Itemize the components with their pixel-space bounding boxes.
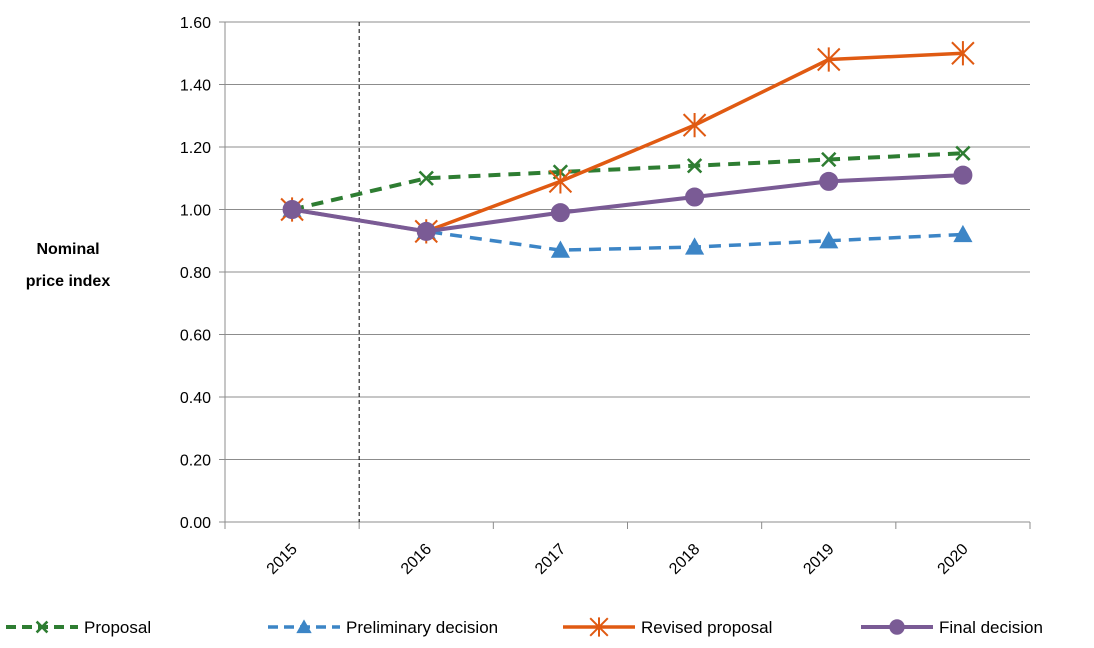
y-tick-label: 0.40 [180,390,211,407]
legend-label: Revised proposal [641,618,772,637]
data-point-star [817,47,841,72]
series-line [291,173,964,234]
series-proposal [284,145,971,218]
legend-item: Proposal [6,618,151,637]
data-point-circle [416,221,436,241]
data-point-star [548,169,573,194]
x-tick-label: 2016 [398,541,435,578]
legend-item: Revised proposal [563,617,772,637]
legend-label: Preliminary decision [346,618,498,637]
y-tick-label: 0.60 [180,328,211,345]
legend-label: Final decision [939,618,1043,637]
data-point-x [821,151,837,168]
y-tick-label: 0.00 [180,515,211,532]
series-line [291,151,964,212]
series-layer [280,41,975,258]
y-tick-label: 0.20 [180,453,211,470]
y-tick-label: 0.80 [180,265,211,282]
data-point-triangle [684,237,705,255]
legend-item: Preliminary decision [268,618,498,637]
axes [219,21,1031,529]
y-tick-label: 1.20 [180,140,211,157]
x-tick-labels: 2015 2016 2017 2018 2019 2020 [264,541,972,578]
data-point-triangle [953,224,973,243]
series-line [291,207,963,252]
y-tick-label: 1.00 [180,203,211,220]
x-tick-label: 2018 [666,541,703,578]
series-preliminary-decision [282,199,973,258]
data-point-star [682,113,707,138]
legend-item: Final decision [861,618,1043,637]
y-tick-labels: 0.00 0.20 0.40 0.60 0.80 1.00 1.20 1.40 1.60 [180,15,211,532]
y-tick-label: 1.40 [180,78,211,95]
legend-marker [296,619,312,634]
data-point-circle [550,203,570,223]
legend-label: Proposal [84,618,151,637]
data-point-x [418,170,434,186]
legend-marker [589,617,609,637]
series-final-decision [282,165,973,241]
x-tick-label: 2020 [935,541,972,578]
data-point-triangle [819,231,839,249]
series-revised-proposal [280,41,975,244]
data-point-x [955,145,971,161]
y-tick-label: 1.60 [180,15,211,32]
x-tick-label: 2015 [264,541,301,578]
data-point-x [686,158,703,174]
data-point-triangle [550,240,571,258]
data-point-circle [685,187,705,207]
x-tick-label: 2019 [800,541,837,578]
data-point-circle [282,200,302,219]
y-axis-title-line-2: price index [26,273,111,290]
y-axis-title-line-1: Nominal [36,241,99,258]
data-point-circle [819,171,839,191]
x-tick-label: 2017 [532,541,569,578]
legend-marker [889,619,905,635]
grid [225,21,1030,460]
legend-marker [35,620,49,634]
data-point-star [951,41,975,66]
legend: Proposal Preliminary decision Revised prop… [6,617,1043,637]
data-point-circle [953,165,973,185]
